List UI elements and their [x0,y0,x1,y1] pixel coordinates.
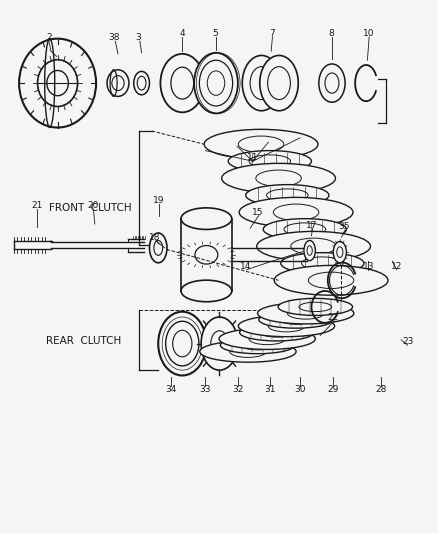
Ellipse shape [278,298,352,316]
Ellipse shape [149,233,166,263]
Text: 29: 29 [327,385,338,394]
Text: FRONT  CLUTCH: FRONT CLUTCH [49,203,131,213]
Text: 22: 22 [327,312,338,321]
Text: 20: 20 [87,201,98,210]
Ellipse shape [160,54,204,112]
Ellipse shape [238,316,334,337]
Ellipse shape [220,337,294,354]
Ellipse shape [221,164,335,193]
Text: 10: 10 [362,29,373,38]
Ellipse shape [280,253,363,274]
Text: 12: 12 [390,262,402,271]
Ellipse shape [158,312,206,375]
Text: 19: 19 [152,196,164,205]
Text: 33: 33 [199,385,210,394]
Text: REAR  CLUTCH: REAR CLUTCH [46,336,121,346]
Ellipse shape [257,303,353,324]
Text: 17: 17 [305,221,316,230]
Ellipse shape [199,341,295,362]
Ellipse shape [239,197,352,227]
Ellipse shape [228,151,311,172]
Text: 21: 21 [31,201,42,210]
Text: 28: 28 [375,385,386,394]
Text: 11: 11 [246,153,258,162]
Text: 5: 5 [212,29,218,38]
Ellipse shape [258,311,332,328]
Text: 34: 34 [165,385,177,394]
Text: 32: 32 [232,385,244,394]
Text: 13: 13 [362,262,373,271]
Text: 2: 2 [46,34,52,43]
Text: 3: 3 [135,34,141,43]
Text: 15: 15 [252,208,263,217]
Text: 31: 31 [264,385,275,394]
Ellipse shape [201,317,237,370]
Ellipse shape [239,324,313,341]
Text: 4: 4 [179,29,185,38]
Text: 30: 30 [294,385,306,394]
Text: 35: 35 [338,222,349,231]
Ellipse shape [219,328,314,350]
Text: 18: 18 [148,233,160,242]
Ellipse shape [134,71,149,95]
Ellipse shape [204,130,317,159]
Ellipse shape [318,64,344,102]
Text: 38: 38 [109,34,120,43]
Ellipse shape [263,219,346,240]
Ellipse shape [256,231,370,261]
Ellipse shape [242,55,280,111]
Ellipse shape [303,240,314,261]
Ellipse shape [19,39,96,127]
Text: 7: 7 [268,29,274,38]
Ellipse shape [274,265,387,295]
Text: 14: 14 [240,262,251,271]
Ellipse shape [245,184,328,206]
Ellipse shape [194,53,237,114]
Text: 8: 8 [328,29,333,38]
Ellipse shape [332,241,346,263]
Text: 23: 23 [401,337,413,346]
Ellipse shape [107,70,129,96]
Ellipse shape [259,55,297,111]
